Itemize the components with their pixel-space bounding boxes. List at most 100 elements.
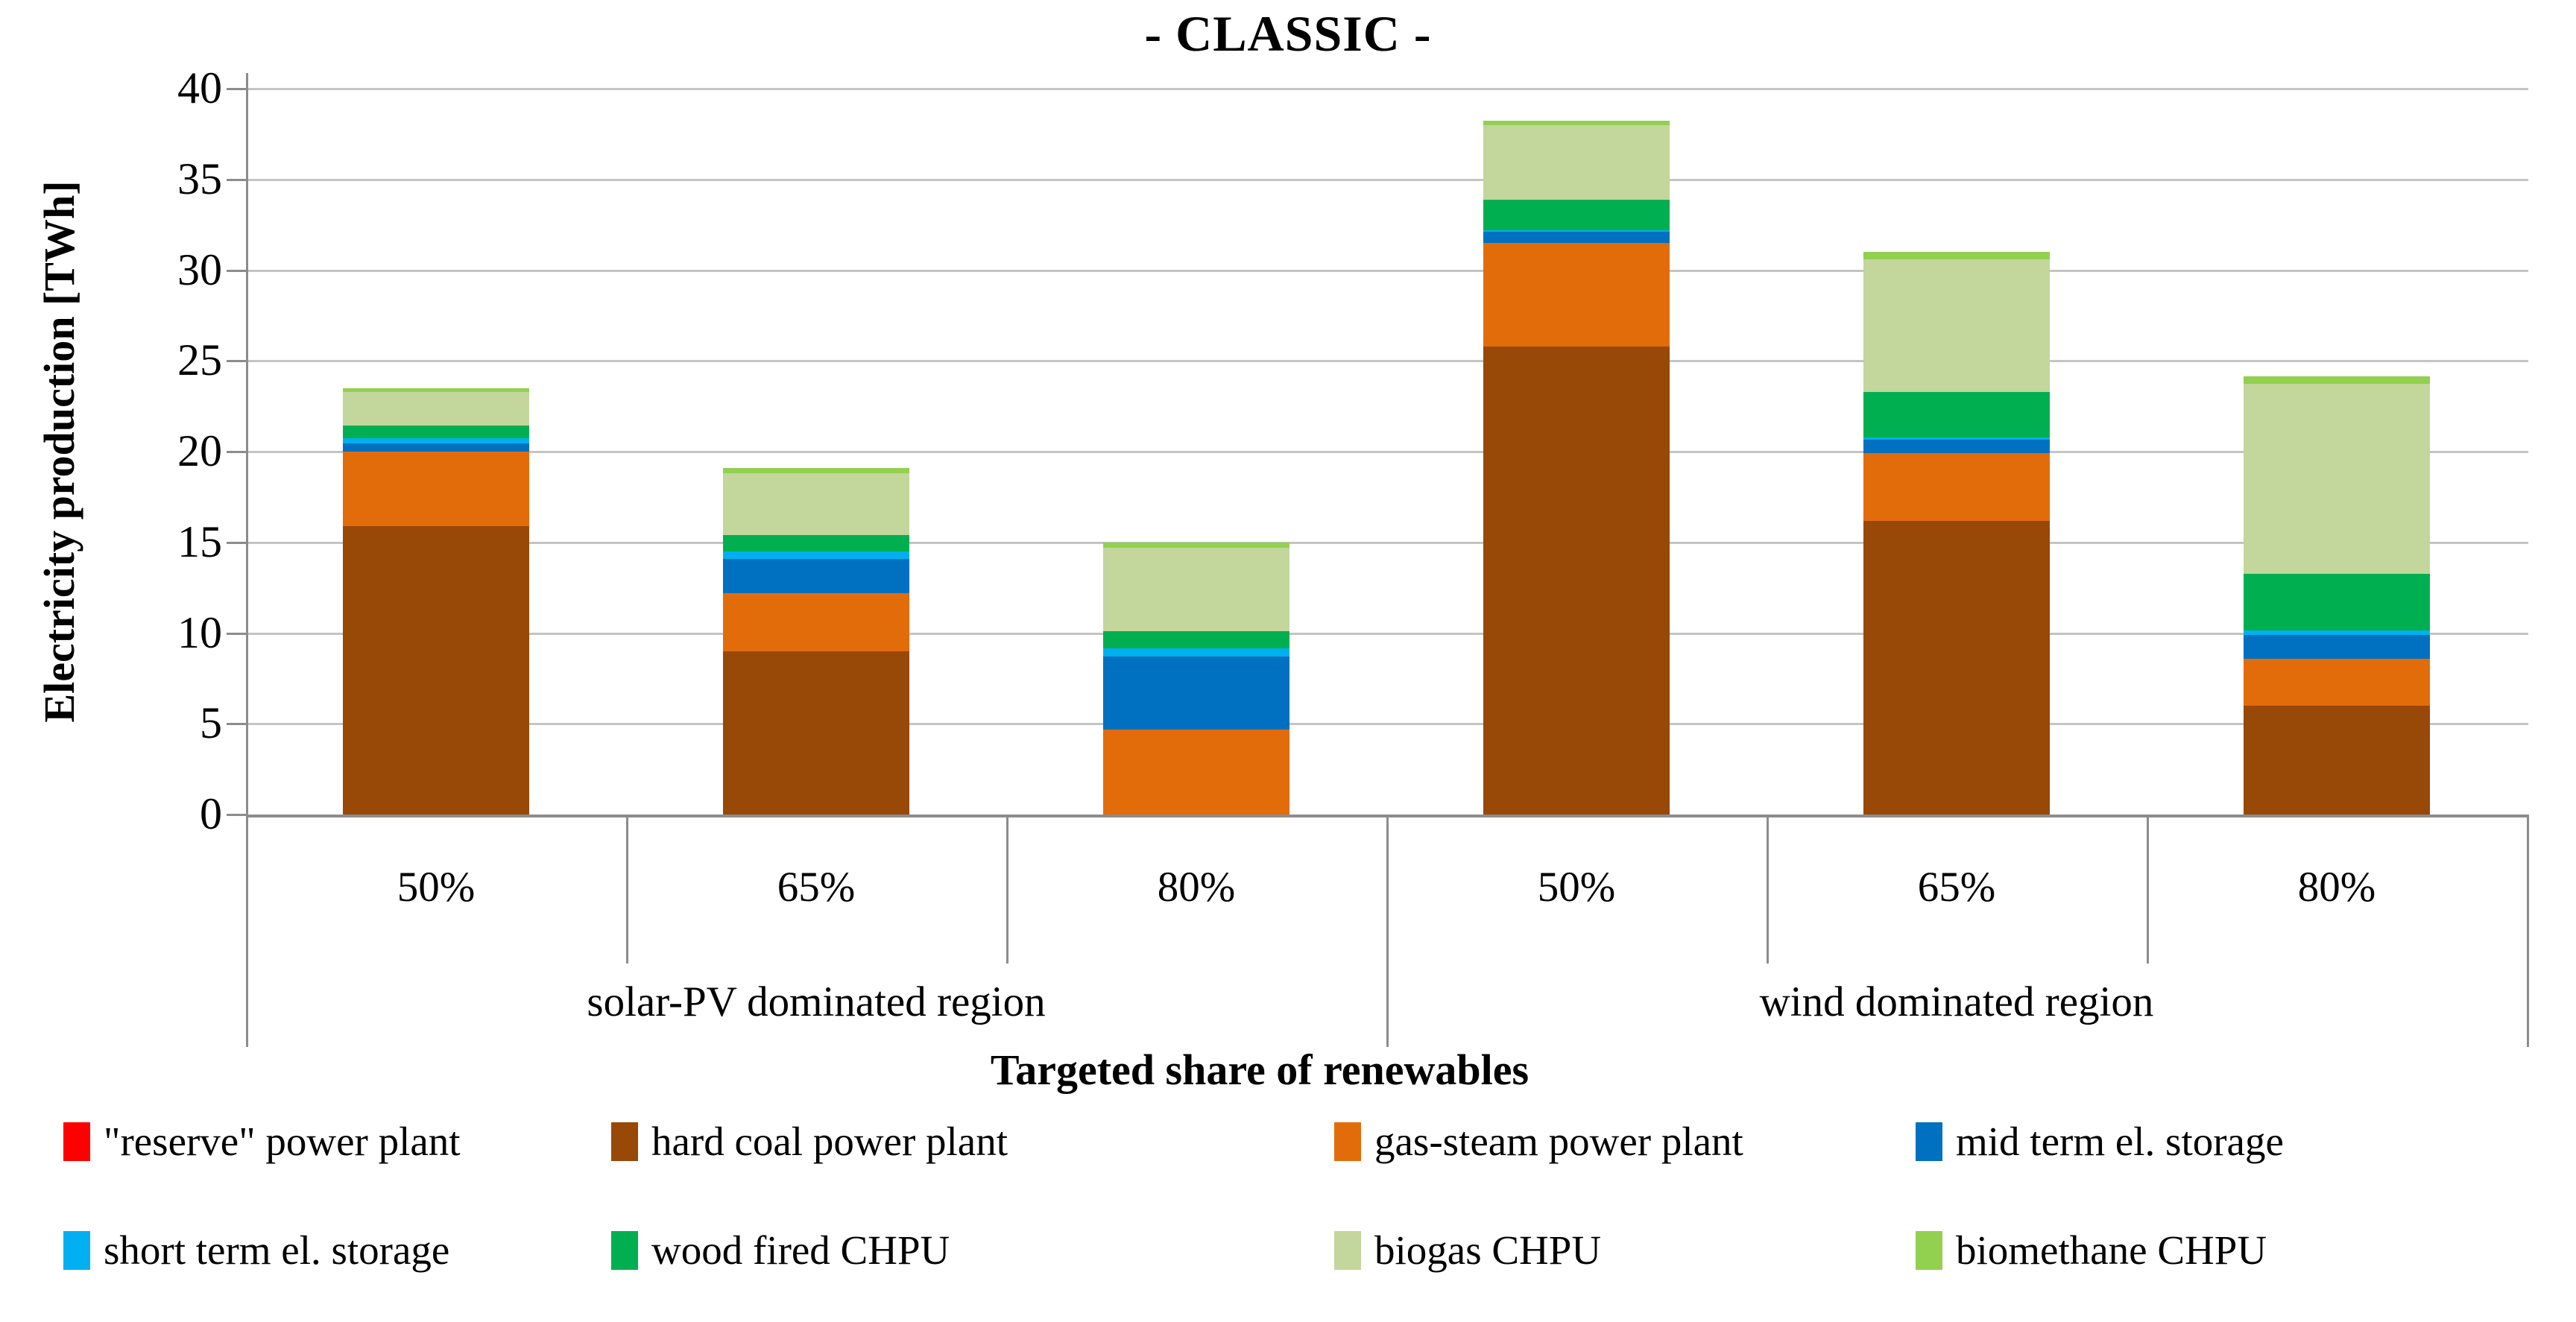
bar-segment: [2244, 634, 2430, 659]
y-tick-mark: [227, 178, 246, 181]
y-gridline: [246, 723, 2528, 726]
bar-segment: [1863, 252, 2050, 259]
legend-item: biomethane CHPU: [1916, 1228, 2267, 1273]
bar-segment: [1103, 631, 1289, 649]
legend-swatch-icon: [63, 1122, 90, 1161]
bar-segment: [1103, 648, 1289, 657]
y-gridline: [246, 360, 2528, 363]
bar-segment: [343, 525, 529, 815]
bar-segment: [1483, 120, 1670, 125]
bar-segment: [343, 443, 529, 452]
bar-segment: [1483, 230, 1670, 233]
bar-segment: [1103, 657, 1289, 730]
bar-segment: [723, 558, 909, 593]
y-gridline: [246, 88, 2528, 90]
bar-segment: [2244, 383, 2430, 575]
legend-swatch-icon: [1916, 1122, 1942, 1161]
bar-segment: [1103, 548, 1289, 632]
legend-swatch-icon: [1334, 1122, 1361, 1161]
legend-swatch-icon: [63, 1231, 90, 1270]
legend-item: gas-steam power plant: [1334, 1119, 1743, 1164]
axis-divider-short: [626, 815, 628, 964]
bar-segment: [1863, 437, 2050, 440]
bar-segment: [343, 437, 529, 444]
bar-segment: [723, 535, 909, 551]
legend-swatch-icon: [1916, 1231, 1942, 1270]
bar-segment: [2244, 376, 2430, 384]
y-axis-title: Electricity production [TWh]: [35, 180, 83, 723]
legend-label: short term el. storage: [104, 1227, 450, 1273]
bar-segment: [1483, 346, 1670, 815]
legend-label: gas-steam power plant: [1374, 1119, 1743, 1164]
y-tick-label: 40: [177, 63, 222, 113]
y-tick-mark: [227, 360, 246, 363]
bar-segment: [723, 651, 909, 815]
axis-divider-long: [2527, 815, 2529, 1047]
y-tick-mark: [227, 88, 246, 90]
y-tick-mark: [227, 723, 246, 726]
bar-segment: [343, 425, 529, 438]
bar-segment: [723, 473, 909, 535]
legend-item: wood fired CHPU: [611, 1228, 950, 1273]
bar-segment: [1863, 440, 2050, 454]
y-tick-label: 10: [177, 607, 222, 657]
chart-title: - CLASSIC -: [1144, 5, 1432, 62]
bar-segment: [1863, 391, 2050, 437]
y-tick-label: 20: [177, 426, 222, 475]
bar-segment: [2244, 630, 2430, 635]
y-axis-line: [246, 73, 248, 817]
legend-item: mid term el. storage: [1916, 1119, 2284, 1164]
legend-label: biogas CHPU: [1374, 1227, 1602, 1273]
bar-segment: [343, 452, 529, 526]
bar-segment: [723, 551, 909, 559]
category-tick-label: 80%: [2297, 864, 2376, 911]
bar-segment: [1483, 124, 1670, 200]
bar-segment: [723, 467, 909, 474]
axis-divider-short: [1767, 815, 1769, 964]
category-tick-label: 80%: [1157, 864, 1236, 911]
bar-segment: [1103, 542, 1289, 548]
y-tick-mark: [227, 451, 246, 453]
axis-divider-long: [1386, 815, 1389, 1047]
y-gridline: [246, 269, 2528, 272]
y-tick-mark: [227, 541, 246, 544]
category-tick-label: 65%: [1917, 864, 1996, 911]
group-label: solar-PV dominated region: [587, 978, 1046, 1025]
legend-swatch-icon: [611, 1122, 638, 1161]
bar-segment: [1483, 232, 1670, 243]
axis-divider-short: [2147, 815, 2149, 964]
legend-label: mid term el. storage: [1956, 1119, 2284, 1164]
legend-item: biogas CHPU: [1334, 1228, 1601, 1273]
y-tick-mark: [227, 269, 246, 272]
y-gridline: [246, 632, 2528, 635]
bar-segment: [2244, 574, 2430, 630]
bar-segment: [1863, 453, 2050, 521]
legend-item: short term el. storage: [63, 1228, 449, 1273]
bar-segment: [2244, 658, 2430, 706]
y-gridline: [246, 451, 2528, 453]
legend-label: biomethane CHPU: [1956, 1227, 2267, 1273]
legend-label: wood fired CHPU: [651, 1227, 950, 1273]
y-tick-label: 0: [200, 789, 222, 838]
bar-segment: [1103, 729, 1289, 815]
bar-segment: [723, 592, 909, 651]
y-gridline: [246, 178, 2528, 181]
y-tick-mark: [227, 632, 246, 635]
bar-segment: [1483, 242, 1670, 347]
category-tick-label: 50%: [397, 864, 476, 911]
x-axis-title: Targeted share of renewables: [990, 1046, 1530, 1094]
y-tick-mark: [227, 814, 246, 816]
bar-segment: [1483, 199, 1670, 230]
bar-segment: [343, 391, 529, 426]
axis-divider-long: [246, 815, 248, 1047]
legend-label: "reserve" power plant: [104, 1119, 461, 1164]
y-tick-label: 15: [177, 516, 222, 566]
bar-segment: [2244, 705, 2430, 815]
legend-label: hard coal power plant: [651, 1119, 1008, 1164]
category-tick-label: 50%: [1537, 864, 1616, 911]
bar-segment: [1863, 520, 2050, 815]
y-tick-label: 5: [200, 698, 222, 748]
y-tick-label: 30: [177, 244, 222, 294]
y-gridline: [246, 541, 2528, 544]
x-axis-line: [246, 815, 2528, 817]
